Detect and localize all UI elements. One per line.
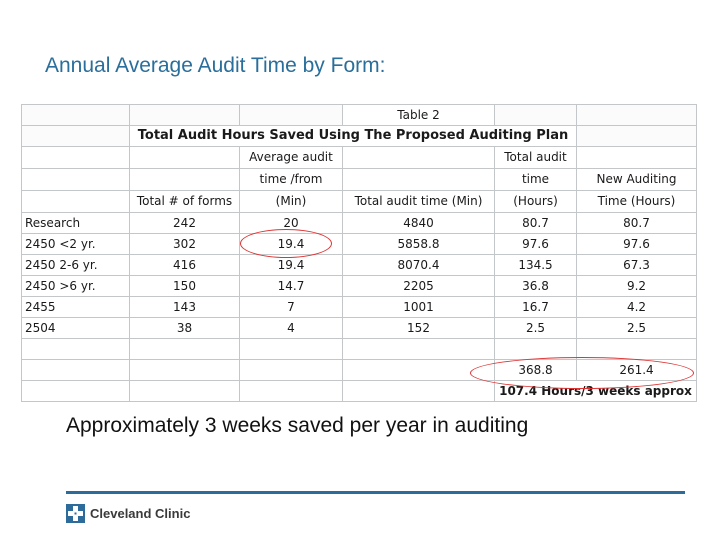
cell-forms: 38 — [129, 317, 240, 339]
cell-form: 2455 — [21, 296, 130, 318]
totals-row: 368.8 261.4 — [21, 359, 697, 381]
cell-form: 2504 — [21, 317, 130, 339]
cell-total-hours: 36.8 — [494, 275, 577, 297]
logo-text: Cleveland Clinic — [90, 506, 191, 521]
col-header-total-min: Total audit time (Min) — [342, 190, 495, 213]
cell-total-hours: 80.7 — [494, 212, 577, 234]
table-caption: Table 2 — [342, 104, 495, 126]
cell-total-min: 1001 — [342, 296, 495, 318]
col-header-avg-audit-line-2: time /from — [239, 168, 343, 191]
savings-cell: 107.4 Hours/3 weeks approx — [494, 380, 697, 402]
col-header-total-forms: Total # of forms — [129, 190, 240, 213]
cell-total-hours: 2.5 — [494, 317, 577, 339]
cell-new-hours: 4.2 — [576, 296, 697, 318]
caption-row: Table 2 — [21, 104, 697, 126]
summary-text: Approximately 3 weeks saved per year in … — [66, 414, 529, 437]
table-heading: Total Audit Hours Saved Using The Propos… — [129, 125, 577, 147]
cell-forms: 242 — [129, 212, 240, 234]
slide-title: Annual Average Audit Time by Form: — [45, 54, 386, 77]
header-row-2: time /from time New Auditing — [21, 168, 697, 191]
cell-avg: 7 — [239, 296, 343, 318]
col-header-total-hours-line-2: time — [494, 168, 577, 191]
savings-row: 107.4 Hours/3 weeks approx — [21, 380, 697, 402]
cell-total-hours: 97.6 — [494, 233, 577, 255]
col-header-avg-audit-line-1: Average audit — [239, 146, 343, 169]
total-hours-sum: 368.8 — [494, 359, 577, 381]
audit-table-container: Table 2 Total Audit Hours Saved Using Th… — [21, 104, 697, 402]
header-row-1: Average audit Total audit — [21, 146, 697, 169]
col-header-avg-audit-line-3: (Min) — [239, 190, 343, 213]
cell-total-min: 5858.8 — [342, 233, 495, 255]
col-header-new-time-line-1: New Auditing — [576, 168, 697, 191]
cell-new-hours: 97.6 — [576, 233, 697, 255]
cell-form: 2450 <2 yr. — [21, 233, 130, 255]
cell-avg: 4 — [239, 317, 343, 339]
cell-forms: 416 — [129, 254, 240, 276]
table-row: 2504 38 4 152 2.5 2.5 — [21, 317, 697, 339]
cell-form: 2450 >6 yr. — [21, 275, 130, 297]
cell-avg: 14.7 — [239, 275, 343, 297]
footer-divider — [66, 491, 685, 494]
col-header-total-hours-line-3: (Hours) — [494, 190, 577, 213]
col-header-new-time-line-2: Time (Hours) — [576, 190, 697, 213]
cell-form: 2450 2-6 yr. — [21, 254, 130, 276]
cell-forms: 150 — [129, 275, 240, 297]
cell-total-min: 2205 — [342, 275, 495, 297]
cell-total-min: 152 — [342, 317, 495, 339]
cell-avg: 19.4 — [239, 233, 343, 255]
heading-row: Total Audit Hours Saved Using The Propos… — [21, 125, 697, 147]
cell-forms: 302 — [129, 233, 240, 255]
new-hours-sum: 261.4 — [576, 359, 697, 381]
cell-forms: 143 — [129, 296, 240, 318]
cell-form: Research — [21, 212, 130, 234]
table-row: Research 242 20 4840 80.7 80.7 — [21, 212, 697, 234]
header-row-3: Total # of forms (Min) Total audit time … — [21, 190, 697, 213]
table-row: 2450 2-6 yr. 416 19.4 8070.4 134.5 67.3 — [21, 254, 697, 276]
cell-avg: 20 — [239, 212, 343, 234]
table-row: 2450 <2 yr. 302 19.4 5858.8 97.6 97.6 — [21, 233, 697, 255]
spacer-row — [21, 338, 697, 360]
col-header-total-hours-line-1: Total audit — [494, 146, 577, 169]
cell-new-hours: 80.7 — [576, 212, 697, 234]
cleveland-clinic-mark-icon — [66, 504, 85, 523]
table-row: 2455 143 7 1001 16.7 4.2 — [21, 296, 697, 318]
table-row: 2450 >6 yr. 150 14.7 2205 36.8 9.2 — [21, 275, 697, 297]
cell-new-hours: 2.5 — [576, 317, 697, 339]
cell-total-min: 4840 — [342, 212, 495, 234]
audit-table: Table 2 Total Audit Hours Saved Using Th… — [21, 104, 697, 402]
cell-new-hours: 9.2 — [576, 275, 697, 297]
cleveland-clinic-logo: Cleveland Clinic — [66, 504, 190, 523]
cell-new-hours: 67.3 — [576, 254, 697, 276]
cell-total-min: 8070.4 — [342, 254, 495, 276]
cell-total-hours: 16.7 — [494, 296, 577, 318]
cell-total-hours: 134.5 — [494, 254, 577, 276]
cell-avg: 19.4 — [239, 254, 343, 276]
